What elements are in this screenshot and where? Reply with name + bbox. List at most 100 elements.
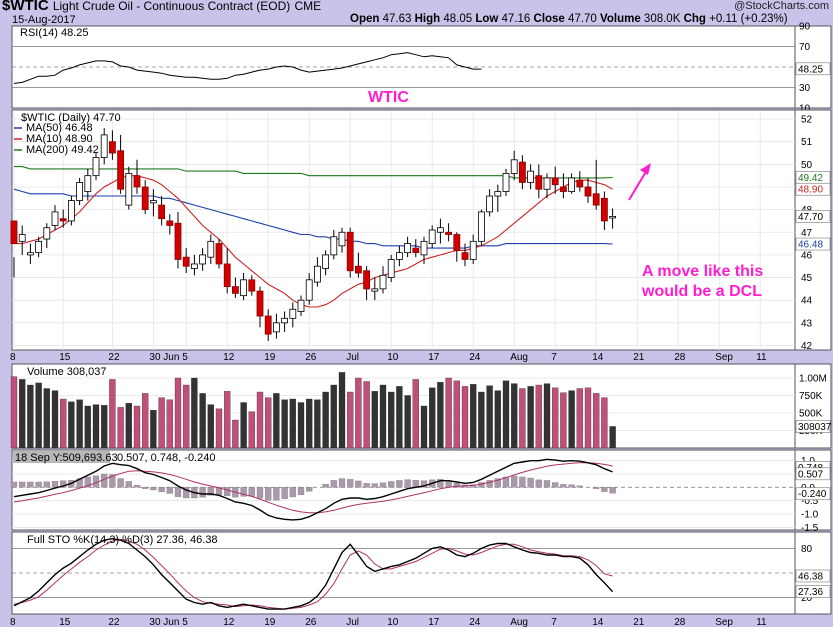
instrument-name: Light Crude Oil - Continuous Contract (E…: [52, 0, 291, 13]
volume-bar: [568, 390, 575, 449]
macd-histogram-bar: [609, 487, 616, 494]
macd-histogram-bar: [560, 484, 567, 488]
macd-histogram-bar: [363, 483, 370, 488]
x-axis-label-bottom: 11: [756, 617, 767, 627]
chart-date: 15-Aug-2017: [12, 14, 76, 26]
volume-bar: [347, 391, 354, 449]
macd-tick-label: -0.5: [801, 496, 819, 507]
x-axis-label-bottom: 15: [59, 617, 71, 627]
volume-bar: [396, 386, 403, 449]
volume-bar: [84, 405, 91, 449]
candle-up: [330, 236, 338, 256]
x-axis-label-bottom: 26: [305, 617, 317, 627]
macd-histogram-bar: [224, 487, 231, 497]
volume-bar: [27, 384, 34, 449]
macd-histogram-bar: [371, 483, 378, 488]
stoch-k-line: [13, 537, 614, 610]
volume-bar: [10, 376, 18, 449]
candle-up: [18, 234, 26, 242]
volume-bar: [445, 377, 452, 449]
volume-tick-label: 1.00M: [799, 374, 827, 385]
candle-down: [133, 175, 141, 188]
candle-up: [76, 182, 83, 201]
stoch-value-tag: 46.38: [798, 571, 823, 582]
chg-label: Chg: [683, 13, 706, 25]
high-value: 48.05: [443, 13, 473, 25]
candle-up: [68, 200, 75, 222]
macd-histogram-bar: [281, 487, 288, 499]
candle-up: [494, 191, 502, 197]
candle-up: [477, 211, 485, 242]
stoch-legend: Full STO %K(14,3) %D(3) 27.36, 46.38: [27, 534, 218, 546]
macd-histogram-bar: [199, 487, 206, 498]
volume-legend: Volume 308,037: [27, 366, 107, 378]
candle-up: [84, 175, 92, 192]
close-value: 47.70: [568, 13, 597, 25]
ohlc-readout: Open 47.63 High 48.05 Low 47.16 Close 47…: [350, 13, 788, 25]
x-axis-label: 10: [387, 352, 399, 363]
volume-panel-axis: [794, 363, 832, 449]
candle-down: [141, 186, 149, 211]
candle-down: [354, 265, 362, 274]
price-tag-close: 47.70: [798, 212, 823, 223]
candle-up: [322, 254, 330, 269]
candle-up: [190, 263, 198, 269]
volume-bar: [174, 377, 182, 449]
volume-label: Volume: [600, 13, 641, 25]
candle-down: [109, 141, 116, 154]
candle-up: [609, 216, 616, 219]
volume-bar: [420, 405, 428, 449]
volume-bar: [256, 391, 264, 449]
dcl-arrow-head: [640, 163, 651, 175]
candle-up: [527, 170, 534, 183]
x-axis-label: 8: [10, 352, 16, 363]
candle-up: [305, 279, 313, 301]
rsi-last-tag: 48.25: [798, 64, 823, 75]
price-tick-label: 52: [801, 115, 813, 126]
candle-up: [100, 134, 108, 158]
candle-down: [346, 231, 354, 272]
candle-up: [568, 177, 575, 192]
macd-histogram-bar: [289, 487, 296, 498]
macd-histogram-bar: [125, 481, 132, 488]
macd-value-tag: -0.240: [798, 489, 827, 500]
candle-up: [281, 317, 289, 324]
candle-down: [215, 243, 223, 265]
x-axis-label-bottom: Aug: [510, 617, 528, 627]
dcl-arrow-shaft: [628, 169, 648, 201]
stoch-value-tag: 27.36: [798, 587, 823, 598]
x-axis-label-bottom: 24: [469, 617, 481, 627]
candle-down: [412, 247, 420, 254]
volume-bar: [76, 399, 83, 449]
x-axis-label-bottom: 8: [10, 617, 16, 627]
macd-legend: 0.507, 0.748, -0.240: [117, 452, 215, 464]
price-tag-close-box: [795, 210, 831, 223]
candle-up: [436, 227, 444, 233]
rsi-legend: RSI(14) 48.25: [20, 27, 88, 39]
volume-bar: [207, 404, 214, 449]
rsi-last-tag-box: [795, 62, 831, 76]
x-axis-label: 17: [428, 352, 440, 363]
candle-up: [26, 252, 34, 256]
volume-bar: [68, 401, 75, 449]
high-label: High: [414, 13, 441, 25]
volume-bar: [60, 398, 67, 449]
candle-down: [576, 179, 584, 188]
macd-histogram-bar: [150, 487, 157, 491]
macd-histogram-bar: [183, 487, 190, 499]
volume-bar: [601, 397, 608, 449]
volume-bar: [289, 398, 296, 449]
ma-legend: MA(200) 49.42: [26, 144, 99, 156]
x-axis-label: Aug: [510, 352, 528, 363]
volume-bar: [306, 398, 313, 449]
volume-bar: [183, 384, 190, 449]
candle-up: [313, 265, 321, 283]
macd-histogram-bar: [511, 475, 518, 488]
macd-value-tag-box: [795, 467, 831, 481]
x-axis-label-bottom: 28: [674, 617, 686, 627]
stoch-value-tag-box: [795, 569, 831, 583]
candle-up: [428, 229, 436, 244]
volume-bar: [43, 388, 50, 449]
candle-up: [395, 252, 403, 260]
macd-histogram-bar: [355, 480, 362, 488]
